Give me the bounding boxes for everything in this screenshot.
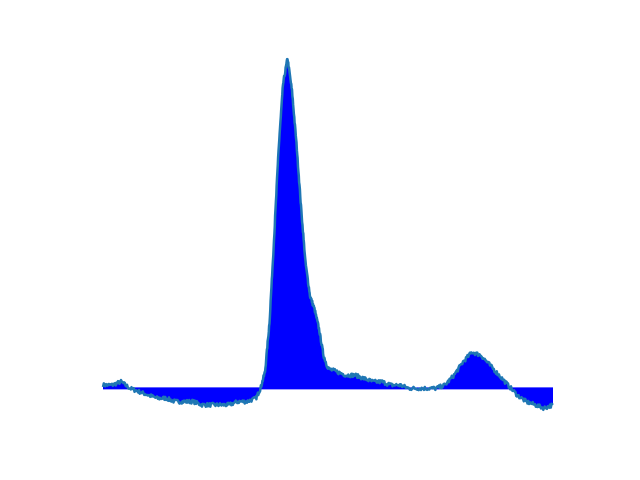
series-area-fill	[103, 59, 553, 410]
plot-area	[101, 57, 554, 412]
series-line	[101, 57, 554, 412]
